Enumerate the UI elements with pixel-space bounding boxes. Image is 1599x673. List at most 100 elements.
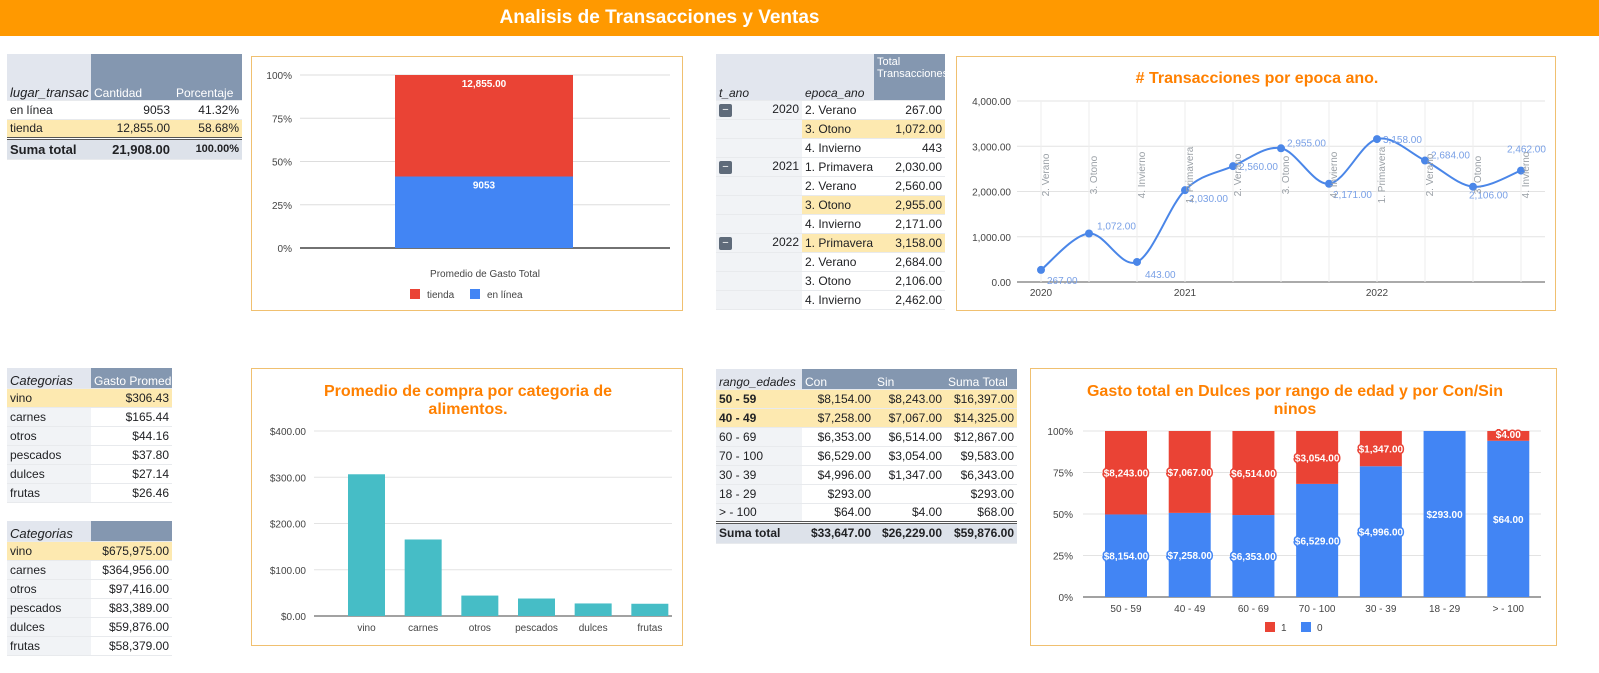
header-categorias[interactable]: Categorias xyxy=(7,368,91,389)
categoria-value: $26.46 xyxy=(91,483,172,503)
collapse-group-button[interactable]: − xyxy=(719,237,732,250)
categoria-value: $59,876.00 xyxy=(91,617,172,637)
categoria-row[interactable]: carnes $165.44 xyxy=(7,407,172,427)
edades-row[interactable]: 30 - 39 $4,996.00 $1,347.00 $6,343.00 xyxy=(716,465,1017,485)
epoca-row[interactable]: − 2022 1. Primavera 3,158.00 xyxy=(716,233,945,253)
bar-frutas[interactable] xyxy=(631,603,669,616)
header-categorias-total[interactable]: Categorias xyxy=(7,521,91,542)
lugar-row[interactable]: en línea 9053 41.32% xyxy=(7,100,242,120)
season-label: 3. Otono xyxy=(1089,155,1100,194)
bar-segment-tienda[interactable] xyxy=(395,75,573,177)
collapse-group-button[interactable]: − xyxy=(719,104,732,117)
epoca-row[interactable]: − 2021 1. Primavera 2,030.00 xyxy=(716,157,945,177)
lugar-row[interactable]: tienda 12,855.00 58.68% xyxy=(7,119,242,139)
collapse-group-button[interactable]: − xyxy=(719,161,732,174)
categoria-row[interactable]: pescados $37.80 xyxy=(7,445,172,465)
bar-segment-series-0[interactable] xyxy=(1296,483,1339,597)
bar-segment-series-0[interactable] xyxy=(1105,514,1147,597)
header-total-empty[interactable] xyxy=(91,521,172,542)
data-point[interactable] xyxy=(1469,182,1477,191)
header-con[interactable]: Con xyxy=(802,369,874,390)
epoca-row[interactable]: 3. Otono 2,106.00 xyxy=(716,271,945,291)
header-rango-edades[interactable]: rango_edades xyxy=(716,369,802,390)
categoria-row[interactable]: vino $675,975.00 xyxy=(7,541,172,561)
bar-segment-series-1[interactable] xyxy=(1296,431,1339,484)
header-sin[interactable]: Sin xyxy=(874,369,945,390)
bar-carnes[interactable] xyxy=(404,539,442,616)
data-point[interactable] xyxy=(1277,144,1285,153)
bar-vino[interactable] xyxy=(348,474,385,616)
header-porcentaje[interactable]: Porcentaje xyxy=(173,54,242,101)
legend-swatch[interactable] xyxy=(1301,622,1311,632)
bar-segment-series-1[interactable] xyxy=(1487,431,1530,441)
legend-swatch[interactable] xyxy=(1265,622,1275,632)
data-point[interactable] xyxy=(1133,257,1141,266)
epoca-row[interactable]: 2. Verano 2,684.00 xyxy=(716,252,945,272)
epoca-row[interactable]: 4. Invierno 2,462.00 xyxy=(716,290,945,310)
header-epoca-ano[interactable]: epoca_ano xyxy=(802,54,874,101)
bar-segment-series-0[interactable] xyxy=(1168,512,1211,597)
total-porcentaje: 100.00% xyxy=(173,136,242,160)
categoria-row[interactable]: otros $44.16 xyxy=(7,426,172,446)
bar-segment-series-1[interactable] xyxy=(1105,431,1147,515)
categoria-row[interactable]: otros $97,416.00 xyxy=(7,579,172,599)
header-lugar[interactable]: lugar_transac xyxy=(7,54,91,101)
edades-row[interactable]: 40 - 49 $7,258.00 $7,067.00 $14,325.00 xyxy=(716,408,1017,428)
header-t-ano[interactable]: t_ano xyxy=(716,54,802,101)
epoca-row[interactable]: 3. Otono 1,072.00 xyxy=(716,119,945,139)
legend-swatch[interactable] xyxy=(410,289,420,299)
categoria-name: otros xyxy=(7,426,91,446)
bar-segment-series-1[interactable] xyxy=(1359,431,1402,467)
epoca-row[interactable]: 4. Invierno 443 xyxy=(716,138,945,158)
bar-segment-series-0[interactable] xyxy=(1359,466,1402,597)
categoria-row[interactable]: dulces $59,876.00 xyxy=(7,617,172,637)
categoria-row[interactable]: dulces $27.14 xyxy=(7,464,172,484)
data-point[interactable] xyxy=(1325,179,1333,188)
epoca-total: 2,030.00 xyxy=(874,157,945,177)
epoca-row[interactable]: 3. Otono 2,955.00 xyxy=(716,195,945,215)
legend-swatch[interactable] xyxy=(470,289,480,299)
bar-segment-series-0[interactable] xyxy=(1487,440,1530,597)
bar-otros[interactable] xyxy=(461,595,499,616)
bar-pescados[interactable] xyxy=(518,598,555,616)
bar-dulces[interactable] xyxy=(574,603,612,616)
data-point[interactable] xyxy=(1229,162,1237,171)
edades-sin: $3,054.00 xyxy=(874,446,945,466)
categoria-row[interactable]: frutas $58,379.00 xyxy=(7,636,172,656)
bar-segment-series-0[interactable] xyxy=(1232,515,1275,597)
categoria-row[interactable]: pescados $83,389.00 xyxy=(7,598,172,618)
epoca-year-cell: − 2022 xyxy=(716,233,802,253)
header-total-transacciones[interactable]: Total Transacciones xyxy=(874,54,945,101)
bar-segment-series-0[interactable] xyxy=(1423,431,1466,597)
x-tick-label: 70 - 100 xyxy=(1299,604,1336,615)
edades-row[interactable]: 50 - 59 $8,154.00 $8,243.00 $16,397.00 xyxy=(716,389,1017,409)
bar-segment-series-1[interactable] xyxy=(1232,431,1275,516)
bar-segment-en-línea[interactable] xyxy=(395,176,573,248)
data-point[interactable] xyxy=(1421,156,1429,165)
data-point[interactable] xyxy=(1373,135,1381,144)
epoca-row[interactable]: 2. Verano 2,560.00 xyxy=(716,176,945,196)
header-cantidad[interactable]: Cantidad xyxy=(91,54,173,101)
categoria-row[interactable]: carnes $364,956.00 xyxy=(7,560,172,580)
bar-segment-series-1[interactable] xyxy=(1168,431,1211,513)
edades-row[interactable]: 70 - 100 $6,529.00 $3,054.00 $9,583.00 xyxy=(716,446,1017,466)
edades-total-label: Suma total xyxy=(716,520,802,544)
epoca-row[interactable]: 4. Invierno 2,171.00 xyxy=(716,214,945,234)
epoca-name: 4. Invierno xyxy=(802,290,874,310)
header-suma-total[interactable]: Suma Total xyxy=(945,369,1017,390)
data-point[interactable] xyxy=(1517,166,1525,175)
categoria-row[interactable]: vino $306.43 xyxy=(7,388,172,408)
data-point[interactable] xyxy=(1085,229,1093,238)
edades-row[interactable]: 18 - 29 $293.00 $293.00 xyxy=(716,484,1017,504)
data-point[interactable] xyxy=(1037,265,1045,274)
header-gasto-promedio[interactable]: Gasto Promedio xyxy=(91,368,172,389)
x-tick-label: 30 - 39 xyxy=(1365,604,1397,615)
data-point[interactable] xyxy=(1181,186,1189,195)
chart-transacciones-epoca: # Transacciones por epoca ano. 0.00 1,000.… xyxy=(956,56,1556,311)
edades-row[interactable]: 60 - 69 $6,353.00 $6,514.00 $12,867.00 xyxy=(716,427,1017,447)
edades-sin xyxy=(874,484,945,504)
edades-row[interactable]: > - 100 $64.00 $4.00 $68.00 xyxy=(716,503,1017,523)
categoria-row[interactable]: frutas $26.46 xyxy=(7,483,172,503)
epoca-total: 2,955.00 xyxy=(874,195,945,215)
epoca-row[interactable]: − 2020 2. Verano 267.00 xyxy=(716,100,945,120)
